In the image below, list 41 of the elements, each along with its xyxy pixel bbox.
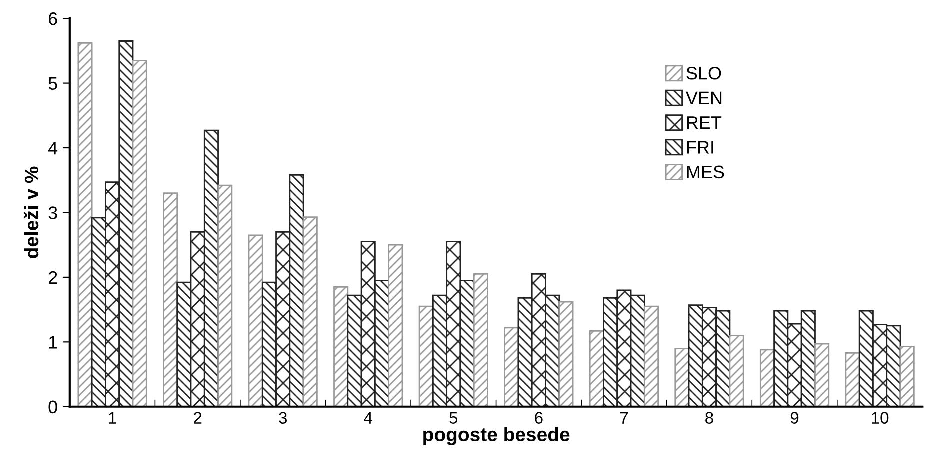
- bar: [334, 286, 349, 407]
- legend-label: VEN: [686, 92, 722, 104]
- y-tick-label: 5: [48, 77, 58, 90]
- x-tick-label: 3: [279, 412, 287, 424]
- x-axis-title: pogoste besede: [424, 427, 570, 446]
- bar: [218, 184, 233, 407]
- x-tick-label: 7: [620, 412, 628, 424]
- legend-label: SLO: [686, 67, 722, 80]
- bar: [248, 234, 264, 407]
- bar: [644, 306, 660, 407]
- x-tick-label: 5: [450, 412, 458, 424]
- bar: [473, 274, 488, 407]
- y-tick-label: 0: [48, 400, 58, 414]
- bar: [78, 42, 93, 407]
- y-tick-label: 3: [48, 206, 58, 220]
- x-tick-label: 9: [790, 412, 799, 424]
- bar: [558, 301, 574, 407]
- y-tick-label: 4: [48, 142, 58, 155]
- y-tick-label: 2: [48, 271, 58, 284]
- y-tick-label: 1: [49, 336, 58, 349]
- bar: [302, 216, 318, 407]
- x-tick-label: 8: [706, 412, 714, 424]
- x-tick-label: 10: [872, 412, 889, 424]
- x-tick-label: 6: [535, 412, 543, 424]
- bar: [674, 348, 690, 407]
- x-tick-label: 1: [109, 412, 116, 424]
- legend-label: RET: [687, 116, 722, 130]
- bar: [132, 60, 148, 407]
- legend-label: MES: [687, 166, 724, 179]
- bar: [814, 343, 830, 407]
- x-tick-label: 4: [364, 412, 373, 424]
- y-axis-title: deleži v %: [24, 166, 39, 258]
- bar: [163, 192, 178, 407]
- bar: [729, 334, 744, 407]
- bar: [845, 352, 860, 407]
- bar: [388, 244, 404, 407]
- bar: [504, 327, 520, 407]
- bar: [900, 346, 915, 407]
- legend-label: FRI: [687, 141, 714, 154]
- y-tick-label: 6: [48, 12, 58, 26]
- x-tick-label: 2: [194, 412, 202, 424]
